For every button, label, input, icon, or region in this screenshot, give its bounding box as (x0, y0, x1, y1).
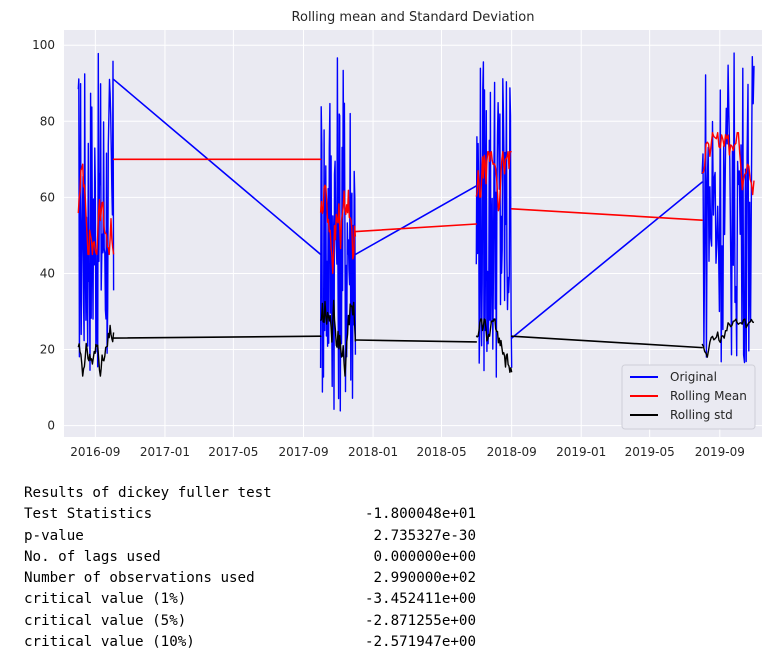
adf-results: Results of dickey fuller test Test Stati… (24, 483, 476, 653)
results-value: 2.990000e+02 (373, 570, 477, 587)
results-label: critical value (10%) (24, 634, 195, 651)
series-segment (354, 185, 478, 256)
series-segment (112, 335, 322, 339)
y-tick-label: 40 (40, 266, 55, 280)
chart: Rolling mean and Standard Deviation 0 20 4… (32, 10, 762, 459)
results-value: 0.000000e+00 (373, 548, 477, 565)
legend-label-rolling-mean: Rolling Mean (670, 389, 747, 403)
results-row: No. of lags used 0.000000e+00 (24, 547, 476, 568)
results-row: critical value (5%) -2.871255e+00 (24, 611, 476, 632)
series-cluster (319, 184, 357, 275)
series-cluster (701, 318, 755, 358)
results-value: -3.452411e+00 (364, 591, 476, 608)
y-tick-label: 60 (40, 190, 55, 204)
results-label: Number of observations used (24, 570, 255, 587)
series-segment (510, 181, 703, 339)
y-tick-label: 100 (32, 38, 55, 52)
results-label: No. of lags used (24, 548, 161, 565)
y-tick-label: 80 (40, 114, 55, 128)
y-tick-label: 0 (47, 419, 55, 433)
series-segment (510, 207, 703, 221)
series-cluster (701, 131, 755, 196)
results-value: -1.800048e+01 (364, 506, 476, 523)
x-tick-label: 2018-09 (487, 445, 537, 459)
results-heading: Results of dickey fuller test (24, 485, 272, 501)
series-cluster (701, 52, 755, 364)
legend-box (621, 364, 756, 430)
x-tick-label: 2019-01 (556, 445, 606, 459)
series-cluster (475, 61, 513, 378)
series-rolling-std (77, 299, 755, 377)
series-cluster (77, 324, 115, 377)
x-tick-label: 2016-09 (70, 445, 120, 459)
results-value: 2.735327e-30 (373, 527, 477, 544)
legend-label-original: Original (670, 370, 717, 384)
results-value: -2.871255e+00 (364, 612, 476, 629)
x-tick-label: 2019-05 (625, 445, 675, 459)
legend-label-rolling-std: Rolling std (670, 408, 733, 422)
series-cluster (77, 163, 115, 256)
series-rolling-mean (77, 131, 755, 275)
results-row: critical value (10%) -2.571947e+00 (24, 632, 476, 653)
x-tick-label: 2018-01 (348, 445, 398, 459)
x-tick-label: 2019-09 (695, 445, 745, 459)
x-tick-label: 2018-05 (416, 445, 466, 459)
legend: Original Rolling Mean Rolling std (621, 364, 756, 430)
results-row: p-value 2.735327e-30 (24, 526, 476, 547)
series-cluster (475, 318, 513, 373)
series-segment (112, 78, 322, 256)
results-table: Test Statistics -1.800048e+01 p-value 2.735… (24, 504, 476, 653)
results-row: critical value (1%) -3.452411e+00 (24, 589, 476, 610)
series-cluster (319, 57, 357, 412)
y-tick-label: 20 (40, 343, 55, 357)
series-segment (510, 335, 703, 349)
series-segment (354, 223, 478, 233)
series-cluster (319, 299, 357, 377)
results-row: Number of observations used 2.990000e+02 (24, 568, 476, 589)
x-tick-label: 2017-09 (278, 445, 328, 459)
series-original (77, 52, 755, 412)
results-label: critical value (5%) (24, 612, 187, 629)
results-value: -2.571947e+00 (364, 634, 476, 651)
results-row: Test Statistics -1.800048e+01 (24, 504, 476, 525)
x-tick-label: 2017-01 (140, 445, 190, 459)
x-tick-label: 2017-05 (208, 445, 258, 459)
series-cluster (475, 150, 512, 212)
series-segment (354, 339, 478, 343)
results-label: Test Statistics (24, 506, 153, 523)
chart-title: Rolling mean and Standard Deviation (292, 10, 535, 25)
results-label: p-value (24, 527, 84, 544)
results-label: critical value (1%) (24, 591, 187, 608)
